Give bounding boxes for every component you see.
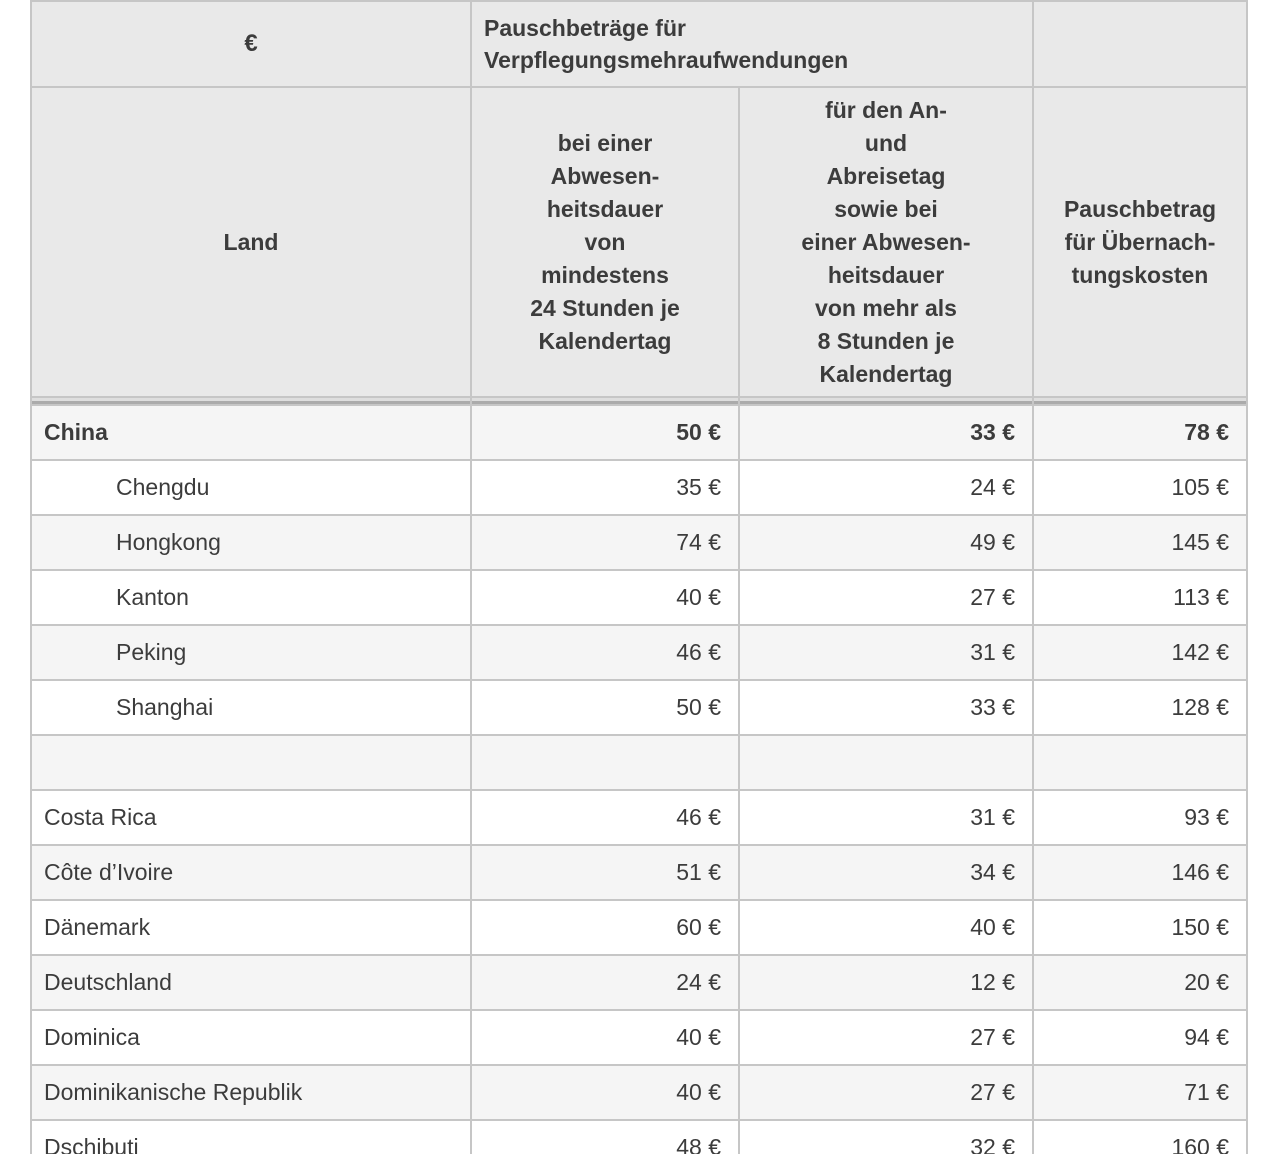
meals-8h-cell: 27 € bbox=[738, 569, 1034, 626]
table-header: € Pauschbeträge für Verpflegungsmehraufw… bbox=[30, 0, 1248, 405]
meals-8h-cell: 40 € bbox=[738, 899, 1034, 956]
meals-24h-cell: 40 € bbox=[470, 1009, 740, 1066]
table-row: Kanton 40 € 27 € 113 € bbox=[30, 569, 1248, 626]
land-cell: Dänemark bbox=[30, 899, 472, 956]
table-row: Deutschland 24 € 12 € 20 € bbox=[30, 954, 1248, 1011]
column-header-row: Land bei einer Abwesen- heitsdauer von m… bbox=[30, 86, 1248, 398]
header-body-divider bbox=[30, 397, 1248, 405]
lodging-cell: 150 € bbox=[1032, 899, 1248, 956]
meals-8h-cell: 12 € bbox=[738, 954, 1034, 1011]
meals-8h-cell: 27 € bbox=[738, 1064, 1034, 1121]
table-row: Dschibuti 48 € 32 € 160 € bbox=[30, 1119, 1248, 1154]
meals-group-header-cell: Pauschbeträge für Verpflegungsmehraufwen… bbox=[470, 0, 1034, 88]
meals-24h-column-header: bei einer Abwesen- heitsdauer von mindes… bbox=[470, 86, 740, 398]
meals-8h-cell: 33 € bbox=[738, 679, 1034, 736]
meals-8h-cell: 49 € bbox=[738, 514, 1034, 571]
table-row: Hongkong 74 € 49 € 145 € bbox=[30, 514, 1248, 571]
divider-segment bbox=[30, 397, 472, 405]
meals-24h-cell: 24 € bbox=[470, 954, 740, 1011]
land-cell: Costa Rica bbox=[30, 789, 472, 846]
lodging-cell: 128 € bbox=[1032, 679, 1248, 736]
divider-segment bbox=[1032, 397, 1248, 405]
meals-8h-column-header: für den An- und Abreisetag sowie bei ein… bbox=[738, 86, 1034, 398]
meals-24h-cell: 46 € bbox=[470, 624, 740, 681]
meals-8h-cell: 32 € bbox=[738, 1119, 1034, 1154]
land-cell: Dschibuti bbox=[30, 1119, 472, 1154]
meals-24h-cell: 60 € bbox=[470, 899, 740, 956]
divider-segment bbox=[470, 397, 740, 405]
lodging-cell: 113 € bbox=[1032, 569, 1248, 626]
lodging-cell bbox=[1032, 734, 1248, 791]
table-row: Dominica 40 € 27 € 94 € bbox=[30, 1009, 1248, 1066]
lodging-cell: 105 € bbox=[1032, 459, 1248, 516]
lodging-cell: 142 € bbox=[1032, 624, 1248, 681]
land-cell: Dominikanische Republik bbox=[30, 1064, 472, 1121]
meals-8h-cell bbox=[738, 734, 1034, 791]
meals-8h-cell: 24 € bbox=[738, 459, 1034, 516]
land-cell bbox=[30, 734, 472, 791]
lodging-column-header: Pauschbetrag für Übernach- tungskosten bbox=[1032, 86, 1248, 398]
meals-24h-cell: 50 € bbox=[470, 679, 740, 736]
lodging-cell: 93 € bbox=[1032, 789, 1248, 846]
land-cell: Shanghai bbox=[30, 679, 472, 736]
lodging-cell: 78 € bbox=[1032, 404, 1248, 461]
meals-24h-cell: 40 € bbox=[470, 1064, 740, 1121]
meals-8h-cell: 33 € bbox=[738, 404, 1034, 461]
meals-24h-cell: 51 € bbox=[470, 844, 740, 901]
lodging-cell: 145 € bbox=[1032, 514, 1248, 571]
land-cell: Kanton bbox=[30, 569, 472, 626]
meals-24h-cell: 46 € bbox=[470, 789, 740, 846]
lodging-cell: 71 € bbox=[1032, 1064, 1248, 1121]
meals-24h-cell: 50 € bbox=[470, 404, 740, 461]
land-cell: Peking bbox=[30, 624, 472, 681]
table-row: Shanghai 50 € 33 € 128 € bbox=[30, 679, 1248, 736]
table-row: Côte d’Ivoire 51 € 34 € 146 € bbox=[30, 844, 1248, 901]
table-row: Dänemark 60 € 40 € 150 € bbox=[30, 899, 1248, 956]
land-column-header: Land bbox=[30, 86, 472, 398]
lodging-cell: 94 € bbox=[1032, 1009, 1248, 1066]
per-diem-rates-table: € Pauschbeträge für Verpflegungsmehraufw… bbox=[30, 0, 1248, 1154]
land-cell: Deutschland bbox=[30, 954, 472, 1011]
meals-8h-cell: 27 € bbox=[738, 1009, 1034, 1066]
land-cell: Chengdu bbox=[30, 459, 472, 516]
currency-header-cell: € bbox=[30, 0, 472, 88]
meals-24h-cell: 74 € bbox=[470, 514, 740, 571]
meals-24h-cell bbox=[470, 734, 740, 791]
table-row: China 50 € 33 € 78 € bbox=[30, 404, 1248, 461]
land-cell: Hongkong bbox=[30, 514, 472, 571]
table-row: Peking 46 € 31 € 142 € bbox=[30, 624, 1248, 681]
land-cell: China bbox=[30, 404, 472, 461]
meals-8h-cell: 31 € bbox=[738, 789, 1034, 846]
meals-24h-cell: 48 € bbox=[470, 1119, 740, 1154]
divider-segment bbox=[738, 397, 1034, 405]
table-row: Dominikanische Republik 40 € 27 € 71 € bbox=[30, 1064, 1248, 1121]
meals-8h-cell: 31 € bbox=[738, 624, 1034, 681]
table-body: China 50 € 33 € 78 € Chengdu 35 € 24 € 1… bbox=[30, 404, 1248, 1154]
lodging-cell: 20 € bbox=[1032, 954, 1248, 1011]
lodging-cell: 146 € bbox=[1032, 844, 1248, 901]
land-cell: Côte d’Ivoire bbox=[30, 844, 472, 901]
group-header-row: € Pauschbeträge für Verpflegungsmehraufw… bbox=[30, 0, 1248, 88]
lodging-cell: 160 € bbox=[1032, 1119, 1248, 1154]
meals-24h-cell: 40 € bbox=[470, 569, 740, 626]
table-row: Chengdu 35 € 24 € 105 € bbox=[30, 459, 1248, 516]
table-row: Costa Rica 46 € 31 € 93 € bbox=[30, 789, 1248, 846]
table-row bbox=[30, 734, 1248, 791]
blank-header-cell bbox=[1032, 0, 1248, 88]
meals-8h-cell: 34 € bbox=[738, 844, 1034, 901]
land-cell: Dominica bbox=[30, 1009, 472, 1066]
meals-24h-cell: 35 € bbox=[470, 459, 740, 516]
